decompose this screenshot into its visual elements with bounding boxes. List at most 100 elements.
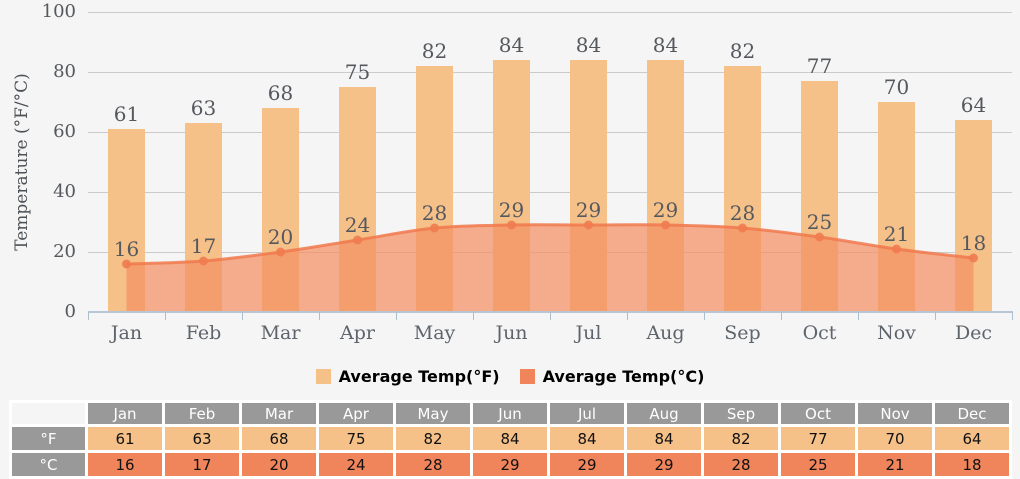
bar-feb <box>185 123 222 312</box>
y-axis-tick-label: 20 <box>53 241 76 262</box>
table-value-cell: 28 <box>704 453 778 476</box>
bar-jun <box>493 60 530 312</box>
table-value-cell: 75 <box>319 427 393 450</box>
x-axis-tick <box>781 312 782 320</box>
x-axis-tick <box>858 312 859 320</box>
area-value-label: 28 <box>421 201 448 225</box>
data-table: Jan Feb Mar Apr May Jun Jul Aug Sep Oct Nov Dec °F 61… <box>9 400 1012 479</box>
table-value-cell: 29 <box>627 453 701 476</box>
table-value-cell: 77 <box>781 427 855 450</box>
x-axis-tick <box>396 312 397 320</box>
bar-jan <box>108 129 145 312</box>
bar-sep <box>724 66 761 312</box>
table-value-cell: 70 <box>858 427 932 450</box>
bar-value-label: 75 <box>344 60 371 84</box>
legend-item-avg-temp-c[interactable]: Average Temp(°C) <box>519 367 705 386</box>
table-month-header-aug: Aug <box>627 403 701 424</box>
legend: Average Temp(°F) Average Temp(°C) <box>0 367 1020 386</box>
table-value-cell: 84 <box>627 427 701 450</box>
y-axis-tick-label: 0 <box>64 301 76 322</box>
bar-mar <box>262 108 299 312</box>
table-value-cell: 84 <box>550 427 624 450</box>
x-axis-tick <box>1012 312 1013 320</box>
x-axis-label-jul: Jul <box>575 322 602 344</box>
table-month-header-mar: Mar <box>242 403 316 424</box>
x-axis-tick <box>165 312 166 320</box>
bar-value-label: 70 <box>883 75 910 99</box>
table-value-cell: 16 <box>88 453 162 476</box>
area-value-label: 18 <box>960 231 987 255</box>
y-axis-tick-label: 60 <box>53 121 76 142</box>
bar-aug <box>647 60 684 312</box>
table-value-cell: 82 <box>396 427 470 450</box>
bar-value-label: 64 <box>960 93 987 117</box>
x-axis-label-aug: Aug <box>646 322 685 344</box>
bar-nov <box>878 102 915 312</box>
area-value-label: 29 <box>575 198 602 222</box>
legend-label-f: Average Temp(°F) <box>338 367 500 386</box>
table-row-label-f: °F <box>12 427 85 450</box>
table-month-header-apr: Apr <box>319 403 393 424</box>
table-month-header-feb: Feb <box>165 403 239 424</box>
x-axis-tick <box>319 312 320 320</box>
table-value-cell: 64 <box>935 427 1009 450</box>
table-value-cell: 28 <box>396 453 470 476</box>
x-axis-label-feb: Feb <box>185 322 222 344</box>
table-value-cell: 24 <box>319 453 393 476</box>
x-axis-tick <box>704 312 705 320</box>
x-axis-label-jan: Jan <box>110 322 143 344</box>
y-axis-tick-label: 100 <box>41 1 76 22</box>
table-value-cell: 61 <box>88 427 162 450</box>
bar-value-label: 84 <box>498 33 525 57</box>
bar-value-label: 61 <box>113 102 140 126</box>
grid-line <box>88 72 1012 73</box>
table-month-header-sep: Sep <box>704 403 778 424</box>
table-month-header-jan: Jan <box>88 403 162 424</box>
x-axis-label-mar: Mar <box>260 322 301 344</box>
table-month-header-dec: Dec <box>935 403 1009 424</box>
bar-value-label: 68 <box>267 81 294 105</box>
bar-value-label: 63 <box>190 96 217 120</box>
area-value-label: 20 <box>267 225 294 249</box>
table-value-cell: 84 <box>473 427 547 450</box>
y-axis-tick-label: 80 <box>53 61 76 82</box>
table-value-cell: 68 <box>242 427 316 450</box>
x-axis-label-oct: Oct <box>802 322 837 344</box>
y-axis-tick-label: 40 <box>53 181 76 202</box>
table-value-cell: 82 <box>704 427 778 450</box>
table-month-header-may: May <box>396 403 470 424</box>
table-month-header-nov: Nov <box>858 403 932 424</box>
area-value-label: 21 <box>883 222 910 246</box>
legend-label-c: Average Temp(°C) <box>542 367 705 386</box>
table-value-cell: 63 <box>165 427 239 450</box>
grid-line <box>88 12 1012 13</box>
table-month-header-jul: Jul <box>550 403 624 424</box>
x-axis-tick <box>88 312 89 320</box>
table-value-cell: 29 <box>550 453 624 476</box>
legend-item-avg-temp-f[interactable]: Average Temp(°F) <box>315 367 500 386</box>
x-axis-label-sep: Sep <box>724 322 761 344</box>
table-value-cell: 21 <box>858 453 932 476</box>
x-axis-label-apr: Apr <box>340 322 375 344</box>
table-month-header-oct: Oct <box>781 403 855 424</box>
bar-dec <box>955 120 992 312</box>
area-value-label: 29 <box>652 198 679 222</box>
bar-value-label: 77 <box>806 54 833 78</box>
x-axis-label-nov: Nov <box>877 322 916 344</box>
legend-swatch-c-icon <box>519 369 535 384</box>
table-value-cell: 29 <box>473 453 547 476</box>
grid-line <box>88 192 1012 193</box>
table-value-cell: 17 <box>165 453 239 476</box>
x-axis-tick <box>242 312 243 320</box>
table-row-label-c: °C <box>12 453 85 476</box>
x-axis-tick <box>473 312 474 320</box>
bar-value-label: 84 <box>652 33 679 57</box>
bar-may <box>416 66 453 312</box>
bar-value-label: 84 <box>575 33 602 57</box>
bar-value-label: 82 <box>421 39 448 63</box>
table-value-cell: 20 <box>242 453 316 476</box>
table-month-header-jun: Jun <box>473 403 547 424</box>
area-value-label: 24 <box>344 213 371 237</box>
bar-value-label: 82 <box>729 39 756 63</box>
